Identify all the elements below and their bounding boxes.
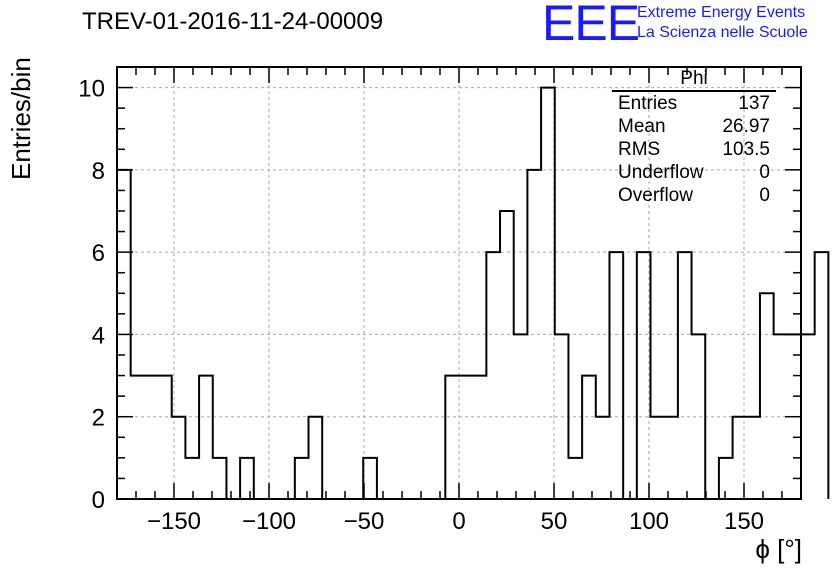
logo-line-2: La Scienza nelle Scuole [637,24,808,41]
logo-line-1: Extreme Energy Events [637,4,806,21]
chart-title: TREV-01-2016-11-24-00009 [82,8,384,35]
y-tick-label: 2 [92,405,105,432]
stats-label: Overflow [618,185,693,206]
stats-value: 137 [738,93,770,114]
x-tick-label: 150 [724,508,764,535]
y-axis-label: Entries/bin [6,57,36,180]
x-axis-label: ϕ [°] [755,534,802,564]
stats-box: Phi Entries 137 Mean 26.97 RMS 103.5 Und… [612,68,776,207]
stats-row-rms: RMS 103.5 [612,138,776,161]
stats-label: Underflow [618,162,704,183]
stats-label: RMS [618,139,661,160]
stats-label: Mean [618,116,666,137]
stats-row-underflow: Underflow 0 [612,161,776,184]
x-tick-label: −150 [147,508,201,535]
x-tick-label: −100 [242,508,296,535]
y-tick-label: 6 [92,240,105,267]
x-tick-label: 50 [541,508,568,535]
stats-value: 103.5 [722,139,770,160]
y-tick-label: 10 [78,76,105,103]
x-tick-label: 0 [452,508,465,535]
x-tick-label: 100 [629,508,669,535]
stats-title: Phi [612,68,776,92]
stats-row-entries: Entries 137 [612,92,776,115]
y-tick-label: 0 [92,487,105,514]
stats-value: 0 [759,185,770,206]
eee-logo: EEE [542,0,640,51]
x-tick-label: −50 [344,508,385,535]
y-tick-label: 8 [92,158,105,185]
y-axis: 0 2 4 6 8 10 [78,66,801,514]
stats-value: 0 [759,162,770,183]
x-axis: −150 −100 −50 0 50 100 150 [116,67,802,535]
stats-value: 26.97 [722,116,770,137]
y-tick-label: 4 [92,322,105,349]
stats-label: Entries [618,93,678,114]
stats-row-mean: Mean 26.97 [612,115,776,138]
stats-row-overflow: Overflow 0 [612,184,776,207]
